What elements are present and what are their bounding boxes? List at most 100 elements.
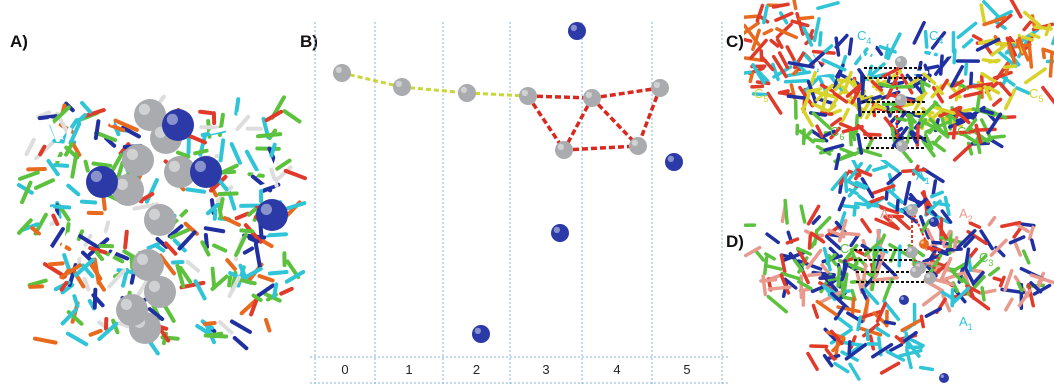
d-bond	[994, 278, 1002, 280]
red-link	[564, 146, 638, 150]
yellow-link	[342, 73, 402, 87]
d-bond	[756, 250, 764, 260]
d-bond	[921, 368, 933, 370]
a-bond	[212, 290, 219, 313]
a-bond	[229, 277, 230, 285]
c-bond	[917, 93, 926, 99]
a-bond	[200, 112, 211, 113]
d-bond	[767, 234, 778, 242]
c-bond	[964, 40, 972, 47]
a-bond	[220, 322, 232, 333]
c-bond	[971, 73, 972, 84]
a-bond	[219, 193, 236, 194]
a-bond	[52, 206, 69, 207]
a-bond	[241, 230, 252, 231]
a-bond	[282, 308, 295, 323]
a-bond	[266, 320, 269, 331]
c-bond	[849, 39, 851, 54]
a-bond	[36, 180, 53, 188]
a-bond	[68, 334, 86, 345]
c-bond	[955, 146, 971, 160]
c-bond	[825, 46, 832, 52]
red-link	[528, 96, 564, 150]
c-bond	[966, 65, 967, 74]
silver-sphere	[122, 144, 154, 176]
a-bond	[35, 339, 56, 343]
c-bond	[934, 137, 940, 144]
c-bond	[1043, 49, 1044, 57]
column-index-label: 0	[341, 362, 348, 377]
a-bond	[256, 244, 260, 266]
a-bond	[271, 145, 274, 156]
a-bond	[239, 136, 242, 145]
silver-atom	[896, 140, 908, 152]
red-link	[638, 88, 660, 146]
c-bond	[941, 56, 942, 74]
a-bond	[20, 172, 38, 178]
c-bond	[781, 93, 792, 95]
a-bond	[78, 115, 85, 122]
d-bond	[785, 201, 787, 223]
d-bond	[882, 363, 899, 373]
a-bond	[221, 199, 223, 209]
d-bond	[973, 270, 982, 271]
d-bond	[842, 283, 844, 296]
d-bond	[886, 190, 887, 199]
a-bond	[91, 331, 101, 335]
d-bond	[850, 364, 859, 379]
d-bond	[770, 287, 790, 289]
c-bond	[993, 136, 1004, 137]
column-index-label: 2	[473, 362, 480, 377]
a-bond	[30, 286, 42, 287]
silver-atom	[651, 79, 669, 97]
c-bond	[914, 23, 924, 43]
a-bond	[227, 260, 235, 269]
c-bond	[792, 21, 807, 25]
silver-atom	[906, 246, 918, 258]
silver-atom	[924, 272, 936, 284]
a-bond	[206, 228, 224, 231]
a-bond	[215, 210, 216, 218]
d-bond	[885, 322, 894, 324]
a-bond	[97, 252, 102, 259]
a-bond	[55, 165, 67, 166]
red-link	[528, 96, 592, 98]
a-bond	[206, 335, 227, 336]
c-bond	[928, 66, 937, 68]
d-bond	[1029, 285, 1034, 306]
a-bond	[274, 284, 276, 296]
c-bond	[926, 32, 927, 47]
c-bond	[859, 99, 860, 115]
silver-atom	[895, 94, 907, 106]
c-bond	[800, 17, 813, 18]
c-bond	[842, 110, 848, 121]
c-bond	[818, 3, 838, 8]
c-bond	[744, 72, 750, 73]
d-bond	[858, 317, 860, 329]
a-bond	[249, 209, 255, 214]
d-bond	[881, 261, 896, 276]
d-bond	[902, 320, 921, 331]
c-bond	[990, 60, 999, 62]
silver-atom	[910, 266, 922, 278]
d-bond	[1010, 237, 1023, 243]
c-bond	[922, 60, 923, 70]
a-bond	[206, 235, 207, 247]
red-link	[592, 88, 660, 98]
c-bond	[896, 118, 905, 120]
c-bond	[768, 93, 781, 113]
d-bond	[982, 288, 984, 300]
silver-atom	[895, 56, 907, 68]
d-bond	[1032, 240, 1034, 249]
c-bond	[815, 19, 820, 41]
d-bond	[808, 354, 817, 370]
c-bond	[839, 80, 850, 82]
d-bond	[897, 201, 898, 210]
c-bond	[905, 46, 908, 54]
a-bond	[281, 289, 292, 294]
a-bond	[262, 241, 271, 246]
orange-atom	[919, 239, 929, 249]
residue-label: C5	[754, 86, 768, 104]
